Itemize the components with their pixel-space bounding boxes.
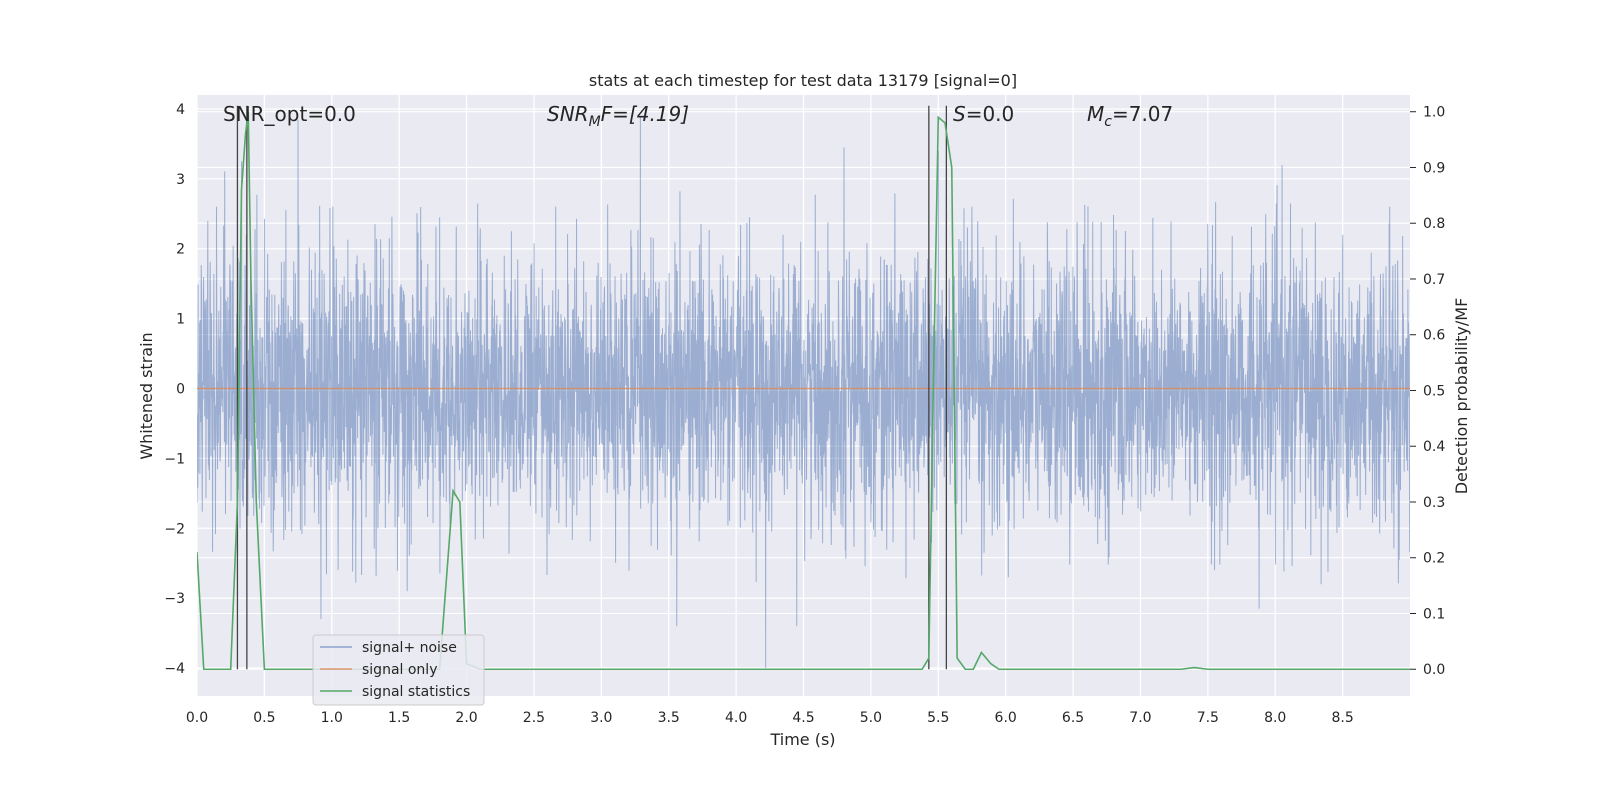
x-tick-label: 4.5 — [792, 710, 814, 726]
y-right-tick-label: 0.7 — [1423, 272, 1445, 288]
annotation-mc-suffix: =7.07 — [1112, 102, 1173, 126]
y-left-tick-label: −1 — [164, 451, 185, 467]
series-signal-noise — [197, 115, 1410, 669]
annotation-mc-sub: c — [1104, 114, 1112, 130]
x-tick-label: 5.0 — [860, 710, 882, 726]
x-tick-label: 8.0 — [1264, 710, 1286, 726]
annotation-snr-mf-prefix: SNR — [547, 102, 589, 126]
x-tick-label: 1.0 — [321, 710, 343, 726]
x-axis-label: Time (s) — [769, 730, 835, 749]
x-tick-label: 4.0 — [725, 710, 747, 726]
x-axis-ticks: 0.0 0.5 1.0 1.5 2.0 2.5 3.0 3.5 4.0 4.5 5.0 5.5 6.0 6… — [186, 710, 1354, 726]
series-signal-statistics — [197, 111, 1410, 671]
y-left-tick-label: 0 — [176, 382, 185, 398]
y-axis-left-label: Whitened strain — [137, 332, 156, 459]
y-right-tick-label: 0.1 — [1423, 606, 1445, 622]
y-right-tick-label: 0.9 — [1423, 160, 1445, 176]
annotation-s: S=0.0 — [953, 102, 1014, 126]
y-axis-left-ticks: 4 3 2 1 0 −1 −2 −3 −4 — [164, 102, 185, 677]
y-left-tick-label: −4 — [164, 661, 185, 677]
legend-label-signal-only: signal only — [362, 662, 437, 678]
x-tick-label: 5.5 — [927, 710, 949, 726]
legend: signal+ noise signal only signal statist… — [312, 634, 485, 706]
x-tick-label: 3.0 — [590, 710, 612, 726]
x-tick-label: 1.5 — [388, 710, 410, 726]
y-right-tick-label: 0.4 — [1423, 439, 1445, 455]
x-tick-label: 0.0 — [186, 710, 208, 726]
legend-label-signal-noise: signal+ noise — [362, 640, 457, 656]
y-left-tick-label: 2 — [176, 242, 185, 258]
annotation-s-prefix: S — [953, 102, 966, 126]
y-right-tick-label: 0.5 — [1423, 383, 1445, 399]
y-left-tick-label: −2 — [164, 521, 185, 537]
x-tick-label: 6.5 — [1062, 710, 1084, 726]
y-left-tick-label: 1 — [176, 312, 185, 328]
y-axis-right-label: Detection probability/MF — [1452, 298, 1471, 495]
annotation-snr-mf-sub: M — [589, 114, 601, 130]
x-tick-label: 2.0 — [455, 710, 477, 726]
x-tick-label: 8.5 — [1331, 710, 1353, 726]
x-tick-label: 3.5 — [658, 710, 680, 726]
legend-label-signal-statistics: signal statistics — [362, 684, 470, 700]
legend-box — [312, 634, 485, 706]
y-left-tick-label: −3 — [164, 591, 185, 607]
y-left-tick-label: 4 — [176, 102, 185, 118]
x-tick-label: 7.0 — [1129, 710, 1151, 726]
y-right-tick-label: 0.2 — [1423, 551, 1445, 567]
annotation-mc: Mc=7.07 — [1087, 102, 1173, 130]
y-right-tick-label: 0.8 — [1423, 216, 1445, 232]
x-tick-label: 0.5 — [253, 710, 275, 726]
y-right-tick-label: 1.0 — [1423, 105, 1445, 121]
x-tick-label: 2.5 — [523, 710, 545, 726]
y-left-tick-label: 3 — [176, 172, 185, 188]
y-axis-right-ticks: 1.0 0.9 0.8 0.7 0.6 0.5 0.4 0.3 0.2 0.1 0.0 — [1410, 105, 1445, 678]
x-tick-label: 7.5 — [1197, 710, 1219, 726]
x-tick-label: 6.0 — [995, 710, 1017, 726]
y-right-tick-label: 0.0 — [1423, 662, 1445, 678]
annotation-snr-opt: SNR_opt=0.0 — [223, 102, 356, 126]
annotation-snr-mf-suffix: F=[4.19] — [601, 102, 689, 126]
marker-lines — [236, 105, 948, 670]
annotation-mc-prefix: M — [1087, 102, 1104, 126]
annotation-s-suffix: =0.0 — [966, 102, 1015, 126]
chart-title: stats at each timestep for test data 131… — [589, 71, 1017, 90]
y-right-tick-label: 0.3 — [1423, 495, 1445, 511]
annotation-snr-mf: SNRMF=[4.19] — [547, 102, 689, 130]
y-right-tick-label: 0.6 — [1423, 328, 1445, 344]
